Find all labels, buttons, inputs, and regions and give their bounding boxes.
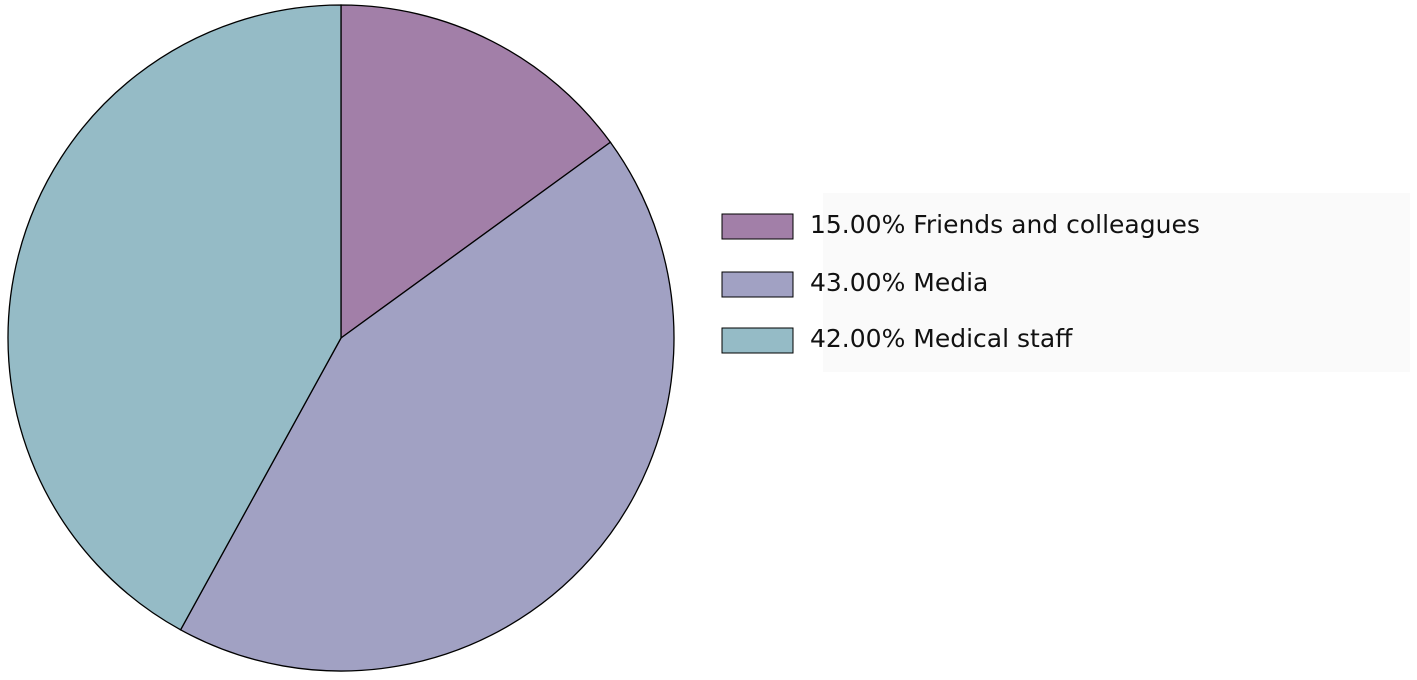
legend-label: 42.00% Medical staff <box>810 324 1073 353</box>
legend-swatch <box>721 213 794 240</box>
legend-background <box>823 193 1410 372</box>
legend-value-label: 15.00% <box>810 210 905 239</box>
pie-slice <box>179 141 675 672</box>
legend-name: Medical staff <box>913 324 1073 353</box>
legend-label: 43.00% Media <box>810 268 988 297</box>
legend-swatch <box>721 327 794 354</box>
legend-name: Media <box>913 268 988 297</box>
legend-swatch <box>721 271 794 298</box>
pie-slice <box>7 4 342 631</box>
legend-label: 15.00% Friends and colleagues <box>810 210 1200 239</box>
legend-value-label: 43.00% <box>810 268 905 297</box>
legend-name: Friends and colleagues <box>913 210 1200 239</box>
pie-slice <box>340 4 612 340</box>
legend-value-label: 42.00% <box>810 324 905 353</box>
